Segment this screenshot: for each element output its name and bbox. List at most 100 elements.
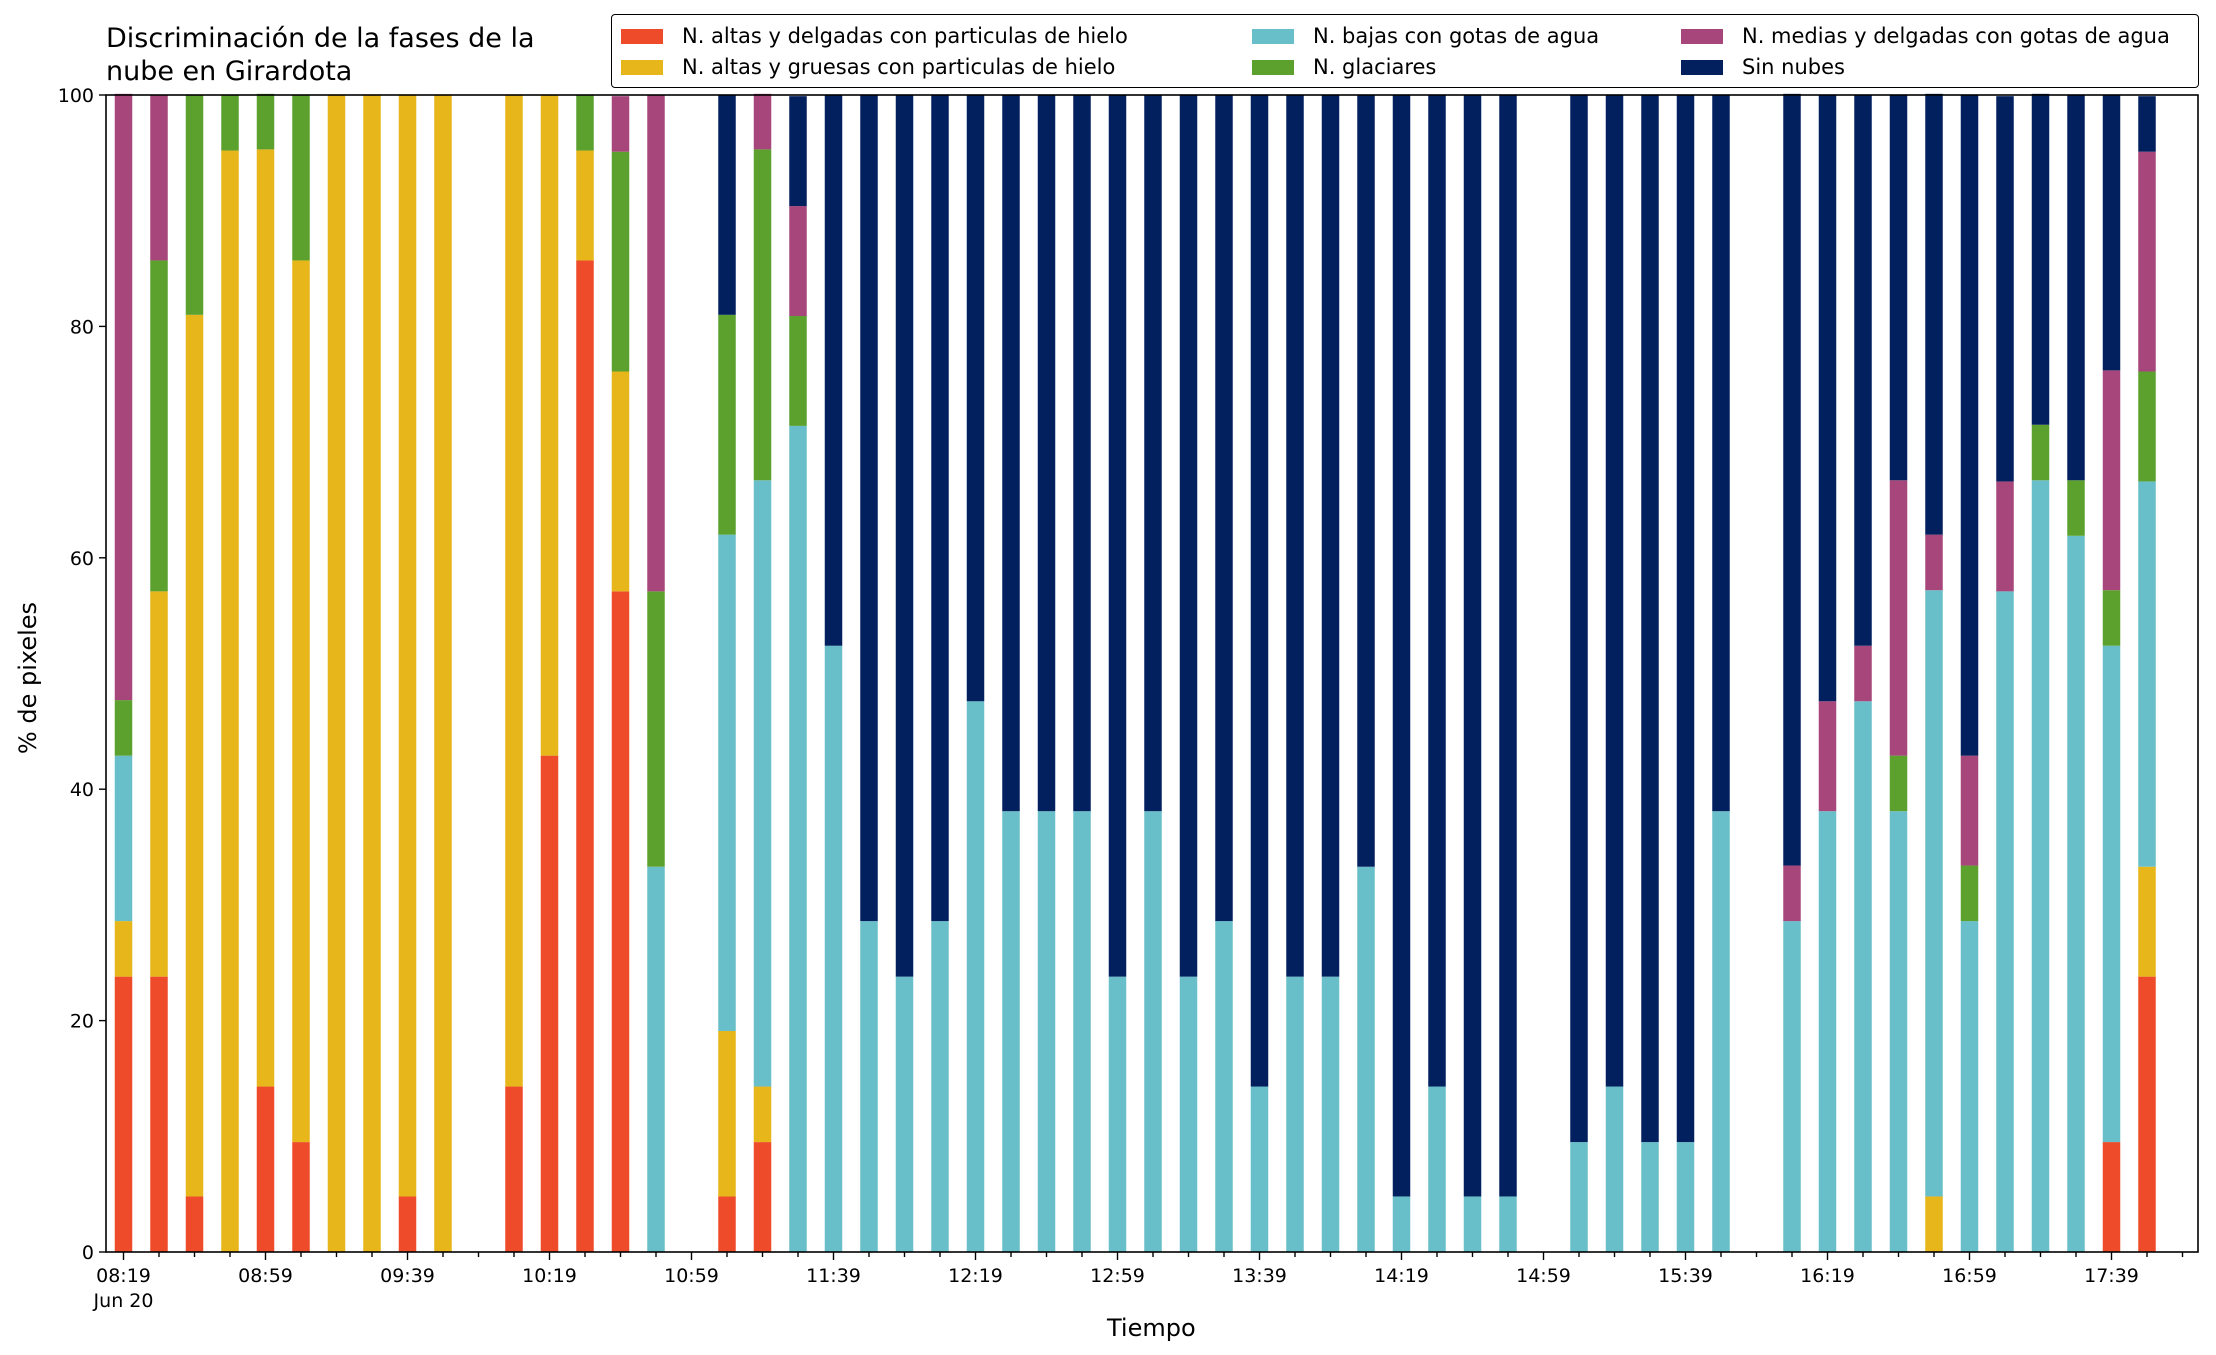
legend-label: N. altas y delgadas con particulas de hi… <box>682 24 1128 48</box>
bar-segment <box>1499 1196 1517 1252</box>
legend-label: N. bajas con gotas de agua <box>1313 24 1600 48</box>
bar-segment <box>1357 95 1375 867</box>
bar-segment <box>1179 95 1198 977</box>
bar-segment <box>150 976 168 1252</box>
bar-segment <box>1854 95 1872 646</box>
bar-segment <box>363 95 381 1252</box>
bar-segment <box>1818 701 1837 812</box>
bar-segment <box>576 95 594 151</box>
bar-segment <box>505 1086 523 1252</box>
bar-segment <box>966 95 985 702</box>
y-tick-label: 20 <box>70 1011 94 1033</box>
x-tick-label: 09:39 <box>380 1265 435 1287</box>
bar-segment <box>1463 95 1482 1197</box>
bar-segment <box>824 645 843 1252</box>
bar-segment <box>185 95 204 315</box>
bar-segment <box>789 206 807 316</box>
bar-segment <box>753 1086 772 1143</box>
bar-segment <box>2102 370 2121 591</box>
bar-segment <box>1321 95 1340 977</box>
bar-segment <box>1996 591 2014 1252</box>
bar-segment <box>718 1031 736 1197</box>
legend-label: N. glaciares <box>1313 55 1437 79</box>
bar-segment <box>1250 95 1269 1087</box>
bar-segment <box>2138 371 2156 482</box>
bar-segment <box>1286 95 1304 977</box>
bar-segment <box>895 976 914 1252</box>
legend-item-altas-gruesas: N. altas y gruesas con particulas de hie… <box>621 52 1115 82</box>
x-tick-label: 10:19 <box>522 1265 577 1287</box>
bar-segment <box>1002 811 1020 1252</box>
bar-segment <box>327 95 346 1252</box>
legend-item-altas-delgadas: N. altas y delgadas con particulas de hi… <box>621 21 1128 51</box>
bar-segment <box>2031 480 2050 1252</box>
bar-segment <box>1818 95 1837 702</box>
bar-segment <box>185 1196 204 1252</box>
bar-segment <box>150 95 168 261</box>
bar-segment <box>1960 755 1979 866</box>
bar-segment <box>647 866 665 1252</box>
bar-segment <box>1392 1196 1411 1252</box>
bar-segment <box>1925 534 1943 591</box>
bar-segment <box>2031 93 2050 425</box>
bar-segment <box>647 591 665 867</box>
chart-title-line-1: Discriminación de la fases de la <box>106 23 535 54</box>
x-tick-label: 12:19 <box>948 1265 1003 1287</box>
bar-segment <box>753 93 772 150</box>
bar-segment <box>292 95 310 261</box>
bar-segment <box>292 260 310 1143</box>
bar-segment <box>185 314 204 1197</box>
bar-segment <box>2102 1142 2121 1252</box>
legend-swatch <box>1681 59 1723 75</box>
bar-segment <box>1783 865 1801 922</box>
bar-segment <box>1073 811 1091 1252</box>
bar-segment <box>1321 976 1340 1252</box>
legend-swatch <box>621 59 663 75</box>
bar-segment <box>1357 866 1375 1252</box>
bar-segment <box>2138 151 2156 372</box>
bar-segment <box>1037 95 1056 812</box>
legend-item-bajas-gotas: N. bajas con gotas de agua <box>1252 21 1599 51</box>
bar-segment <box>1712 95 1730 812</box>
x-tick-label: 13:39 <box>1232 1265 1287 1287</box>
bar-segment <box>1499 95 1517 1197</box>
bar-segment <box>1783 93 1801 866</box>
bar-segment <box>398 95 417 1197</box>
bar-segment <box>860 921 878 1252</box>
bar-segment <box>2067 480 2085 536</box>
bar-segment <box>1215 95 1233 922</box>
bar-segment <box>576 260 594 1252</box>
bar-segment <box>611 591 630 1252</box>
y-tick-label: 0 <box>82 1242 94 1264</box>
bar-segment <box>1286 976 1304 1252</box>
bar-segment <box>753 149 772 481</box>
bar-segment <box>2102 645 2121 1143</box>
y-tick-label: 100 <box>58 85 94 107</box>
bar-segment <box>2102 95 2121 371</box>
x-tick-label: 08:59 <box>238 1265 293 1287</box>
chart-legend: N. altas y delgadas con particulas de hi… <box>611 14 2199 88</box>
x-tick-label: 14:19 <box>1374 1265 1429 1287</box>
bar-segment <box>2138 976 2156 1252</box>
bar-segment <box>1428 95 1446 1087</box>
bar-segment <box>789 425 807 1253</box>
bar-segment <box>114 93 133 701</box>
bar-segment <box>256 1086 275 1252</box>
bar-segment <box>1641 95 1659 1143</box>
bar-segment <box>1605 95 1624 1087</box>
legend-label: Sin nubes <box>1742 55 1845 79</box>
x-tick-sublabel: Jun 20 <box>93 1290 154 1312</box>
y-axis-title: % de pixeles <box>14 601 42 755</box>
bar-segment <box>1144 95 1162 812</box>
x-tick-label: 16:19 <box>1800 1265 1855 1287</box>
bar-segment <box>931 95 949 922</box>
bar-segment <box>1215 921 1233 1252</box>
y-tick-label: 60 <box>70 548 94 570</box>
bar-segment <box>1889 755 1908 812</box>
bar-segment <box>1818 811 1837 1252</box>
bar-segment <box>1392 95 1411 1197</box>
bar-segment <box>931 921 949 1252</box>
bar-segment <box>1960 865 1979 922</box>
x-tick-label: 10:59 <box>664 1265 719 1287</box>
